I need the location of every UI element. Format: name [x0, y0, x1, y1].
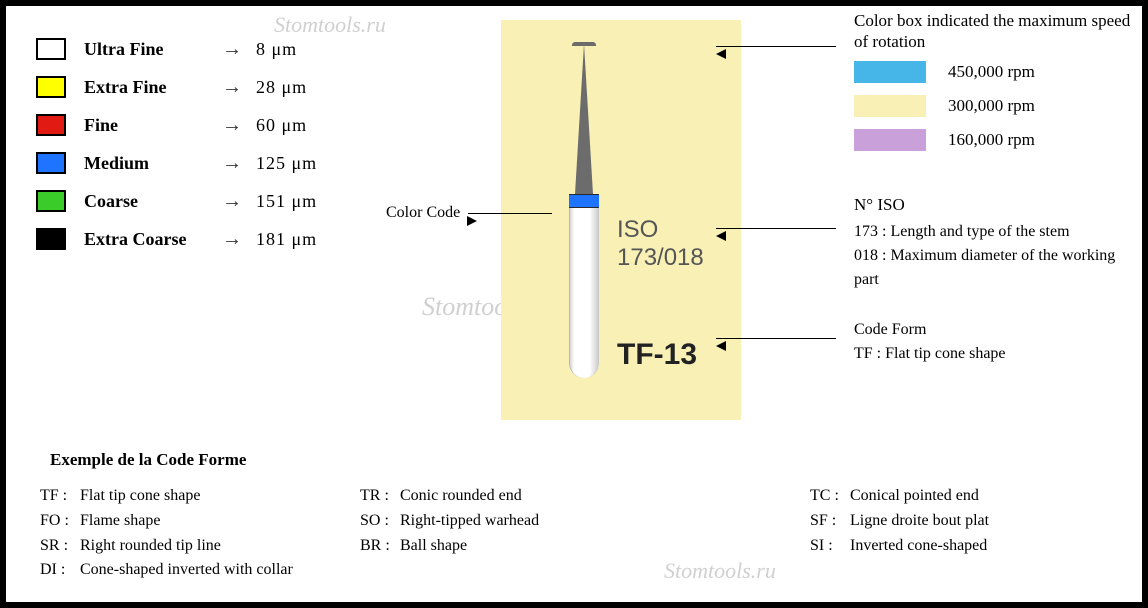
iso-line: 173/018: [617, 244, 704, 272]
iso-line: 173 : Length and type of the stem: [854, 220, 1142, 244]
callout-colorbox: [716, 46, 836, 47]
forme-row: SF :Ligne droite bout plat: [810, 509, 1050, 534]
callout-codeform: [716, 338, 836, 339]
arrow-icon: →: [214, 228, 250, 251]
grit-size: 125 μm: [256, 153, 317, 174]
grit-row: Coarse → 151 μm: [36, 182, 317, 220]
iso-line: ISO: [617, 216, 704, 244]
grit-size: 181 μm: [256, 229, 317, 250]
codeform-explain: Code Form TF : Flat tip cone shape: [854, 318, 1006, 366]
grit-size: 151 μm: [256, 191, 317, 212]
forme-col: TC :Conical pointed end SF :Ligne droite…: [720, 484, 1050, 583]
grit-size: 8 μm: [256, 39, 297, 60]
rpm-row: 300,000 rpm: [854, 91, 1144, 121]
grit-swatch: [36, 38, 66, 60]
grit-legend: Ultra Fine → 8 μm Extra Fine → 28 μm Fin…: [36, 30, 317, 258]
callout-iso: [716, 228, 836, 229]
rpm-row: 450,000 rpm: [854, 57, 1144, 87]
forme-row: BR :Ball shape: [360, 534, 720, 559]
grit-swatch: [36, 152, 66, 174]
grit-row: Fine → 60 μm: [36, 106, 317, 144]
diagram-frame: { "watermarks": { "text": "Stomtools.ru"…: [6, 6, 1142, 602]
rpm-row: 160,000 rpm: [854, 125, 1144, 155]
arrow-icon: →: [214, 152, 250, 175]
bur-illustration: [561, 44, 607, 378]
grit-label: Extra Fine: [84, 77, 214, 98]
grit-label: Ultra Fine: [84, 39, 214, 60]
grit-swatch: [36, 114, 66, 136]
grit-swatch: [36, 228, 66, 250]
iso-head: N° ISO: [854, 192, 1142, 218]
rpm-caption: Color box indicated the maximum speed of…: [854, 10, 1144, 53]
forme-row: FO :Flame shape: [40, 509, 360, 534]
rpm-label: 450,000 rpm: [948, 62, 1035, 82]
arrow-icon: [716, 228, 836, 229]
callout-color-code: Color Code: [386, 204, 552, 222]
rpm-label: 160,000 rpm: [948, 130, 1035, 150]
bur-head: [575, 44, 593, 194]
arrow-icon: →: [214, 76, 250, 99]
grit-label: Extra Coarse: [84, 229, 214, 250]
grit-row: Extra Coarse → 181 μm: [36, 220, 317, 258]
forme-row: TF :Flat tip cone shape: [40, 484, 360, 509]
grit-swatch: [36, 76, 66, 98]
forme-columns: TF :Flat tip cone shape FO :Flame shape …: [40, 484, 1100, 583]
rpm-block: Color box indicated the maximum speed of…: [854, 10, 1144, 155]
arrow-icon: →: [214, 114, 250, 137]
codeform-line: TF : Flat tip cone shape: [854, 342, 1006, 366]
bur-shank: [569, 208, 599, 378]
grit-label: Medium: [84, 153, 214, 174]
bur-color-band: [569, 194, 599, 208]
iso-text: ISO 173/018: [617, 216, 704, 271]
forme-row: DI :Cone-shaped inverted with collar: [40, 558, 360, 583]
arrow-icon: [716, 46, 836, 47]
grit-row: Extra Fine → 28 μm: [36, 68, 317, 106]
forme-row: SI :Inverted cone-shaped: [810, 534, 1050, 559]
callout-label: Color Code: [386, 204, 460, 222]
grit-row: Medium → 125 μm: [36, 144, 317, 182]
rpm-swatch: [854, 95, 926, 117]
codeform-head: Code Form: [854, 318, 1006, 342]
arrow-icon: [468, 213, 552, 214]
grit-swatch: [36, 190, 66, 212]
rpm-swatch: [854, 129, 926, 151]
forme-row: SR :Right rounded tip line: [40, 534, 360, 559]
grit-row: Ultra Fine → 8 μm: [36, 30, 317, 68]
forme-col: TF :Flat tip cone shape FO :Flame shape …: [40, 484, 360, 583]
grit-size: 28 μm: [256, 77, 307, 98]
arrow-icon: →: [214, 38, 250, 61]
rpm-label: 300,000 rpm: [948, 96, 1035, 116]
forme-row: TC :Conical pointed end: [810, 484, 1050, 509]
arrow-icon: [716, 338, 836, 339]
grit-label: Coarse: [84, 191, 214, 212]
arrow-icon: →: [214, 190, 250, 213]
forme-col: TR :Conic rounded end SO :Right-tipped w…: [360, 484, 720, 583]
rpm-swatch: [854, 61, 926, 83]
iso-line: 018 : Maximum diameter of the working pa…: [854, 244, 1142, 292]
product-code: TF-13: [617, 338, 697, 372]
forme-row: TR :Conic rounded end: [360, 484, 720, 509]
forme-title: Exemple de la Code Forme: [50, 450, 246, 470]
grit-label: Fine: [84, 115, 214, 136]
forme-row: SO :Right-tipped warhead: [360, 509, 720, 534]
grit-size: 60 μm: [256, 115, 307, 136]
iso-explain: N° ISO 173 : Length and type of the stem…: [854, 192, 1142, 292]
